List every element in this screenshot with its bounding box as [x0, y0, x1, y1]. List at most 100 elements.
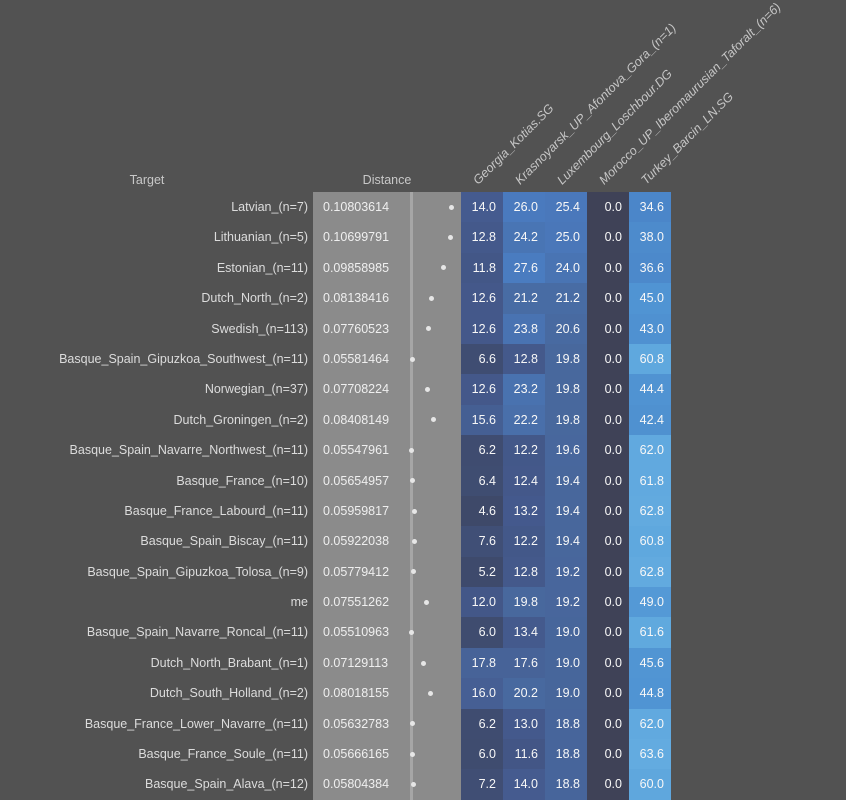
value-cell: 17.6: [503, 647, 545, 679]
value-cell: 19.2: [545, 556, 587, 588]
distance-dot-marker: [409, 630, 414, 636]
target-label: Basque_France_Soule_(n=11): [138, 747, 308, 762]
distance-value: 0.05779412: [313, 556, 410, 588]
distance-dot-strip: [413, 708, 461, 740]
value-cell: 19.2: [545, 587, 587, 618]
distance-dot-strip: [413, 678, 461, 709]
distance-value: 0.05922038: [313, 526, 410, 557]
distance-dot-strip: [413, 526, 461, 557]
distance-dot-strip: [413, 556, 461, 588]
value-cell: 25.0: [545, 222, 587, 253]
value-cell: 23.8: [503, 313, 545, 344]
value-cell: 18.8: [545, 769, 587, 800]
value-cell: 12.8: [461, 222, 503, 253]
value-cell: 0.0: [587, 708, 629, 740]
value-cell: 14.0: [503, 769, 545, 800]
distance-dot-marker: [411, 782, 417, 788]
target-label: Norwegian_(n=37): [204, 382, 308, 397]
value-cell: 16.0: [461, 678, 503, 709]
value-cell: 0.0: [587, 283, 629, 314]
value-cell: 24.0: [545, 252, 587, 284]
distance-dot-marker: [412, 538, 418, 544]
table-body: Latvian_(n=7) 0.10803614 14.0 26.0 25.4 0.0 34…: [0, 192, 846, 800]
target-label: me: [290, 595, 308, 610]
table-row: Estonian_(n=11) 0.09858985 11.8 27.6 24.0 0.0…: [0, 252, 846, 284]
value-cell: 19.4: [545, 526, 587, 557]
distance-dot-marker: [425, 326, 431, 332]
target-label: Estonian_(n=11): [216, 260, 308, 275]
value-cell: 6.2: [461, 435, 503, 466]
table-row: Swedish_(n=113) 0.07760523 12.6 23.8 20.6 0.0…: [0, 313, 846, 344]
target-label: Dutch_South_Holland_(n=2): [149, 686, 308, 701]
distance-value: 0.07708224: [313, 374, 410, 405]
distance-scale-divider: [410, 252, 413, 284]
value-cell: 62.8: [629, 495, 671, 527]
value-cell: 45.6: [629, 647, 671, 679]
distance-dot-strip: [413, 192, 461, 223]
value-cell: 19.8: [503, 587, 545, 618]
value-cell: 18.8: [545, 708, 587, 740]
distance-dot-marker: [448, 204, 454, 210]
distance-value: 0.08408149: [313, 404, 410, 436]
distance-dot-strip: [413, 374, 461, 405]
value-cell: 0.0: [587, 526, 629, 557]
target-label: Basque_Spain_Navarre_Northwest_(n=11): [69, 443, 308, 458]
table-row: Basque_France_Soule_(n=11) 0.05666165 6.0 1…: [0, 739, 846, 770]
distance-dot-strip: [413, 465, 461, 496]
value-cell: 13.4: [503, 617, 545, 648]
table-row: Latvian_(n=7) 0.10803614 14.0 26.0 25.4 0.0 34…: [0, 192, 846, 223]
value-cell: 22.2: [503, 404, 545, 436]
distance-dot-strip: [413, 739, 461, 770]
value-cell: 19.4: [545, 495, 587, 527]
value-cell: 19.0: [545, 617, 587, 648]
value-cell: 0.0: [587, 404, 629, 436]
value-cell: 26.0: [503, 192, 545, 223]
distance-value: 0.05632783: [313, 708, 410, 740]
target-label: Lithuanian_(n=5): [213, 230, 308, 245]
distance-dot-marker: [441, 265, 447, 271]
value-cell: 12.8: [503, 556, 545, 588]
value-cell: 0.0: [587, 495, 629, 527]
value-cell: 61.8: [629, 465, 671, 496]
column-header-rotated: Morocco_UP_Iberomaurusian_Taforalt_(n=6): [596, 0, 784, 188]
distance-scale-divider: [410, 192, 413, 223]
table-row: Basque_Spain_Gipuzkoa_Southwest_(n=11) 0.…: [0, 343, 846, 375]
distance-scale-divider: [410, 647, 413, 679]
target-label: Basque_Spain_Gipuzkoa_Southwest_(n=11): [59, 351, 308, 366]
value-cell: 60.8: [629, 526, 671, 557]
distance-value: 0.05581464: [313, 343, 410, 375]
value-cell: 45.0: [629, 283, 671, 314]
distance-dot-strip: [413, 769, 461, 800]
value-cell: 21.2: [503, 283, 545, 314]
value-cell: 62.0: [629, 708, 671, 740]
distance-dot-marker: [427, 690, 433, 696]
distance-dot-strip: [413, 252, 461, 284]
value-cell: 19.0: [545, 678, 587, 709]
table-row: Dutch_North_Brabant_(n=1) 0.07129113 17.8 1…: [0, 647, 846, 679]
distance-scale-divider: [410, 678, 413, 709]
value-cell: 61.6: [629, 617, 671, 648]
value-cell: 43.0: [629, 313, 671, 344]
distance-scale-divider: [410, 526, 413, 557]
value-cell: 34.6: [629, 192, 671, 223]
value-cell: 6.2: [461, 708, 503, 740]
distance-scale-divider: [410, 313, 413, 344]
target-label: Latvian_(n=7): [231, 200, 308, 214]
distance-value: 0.05510963: [313, 617, 410, 648]
table-row: Basque_France_(n=10) 0.05654957 6.4 12.4 19.…: [0, 465, 846, 496]
value-cell: 63.6: [629, 739, 671, 770]
table-row: Basque_France_Labourd_(n=11) 0.05959817 4.…: [0, 495, 846, 527]
distance-dot-marker: [409, 356, 415, 362]
distance-dot-marker: [421, 660, 427, 666]
distance-dot-strip: [413, 587, 461, 618]
value-cell: 0.0: [587, 313, 629, 344]
distance-dot-marker: [409, 447, 415, 453]
value-cell: 0.0: [587, 374, 629, 405]
value-cell: 0.0: [587, 252, 629, 284]
value-cell: 12.4: [503, 465, 545, 496]
distance-dot-strip: [413, 404, 461, 436]
value-cell: 14.0: [461, 192, 503, 223]
target-label: Swedish_(n=113): [211, 321, 308, 336]
distance-value: 0.09858985: [313, 252, 410, 284]
